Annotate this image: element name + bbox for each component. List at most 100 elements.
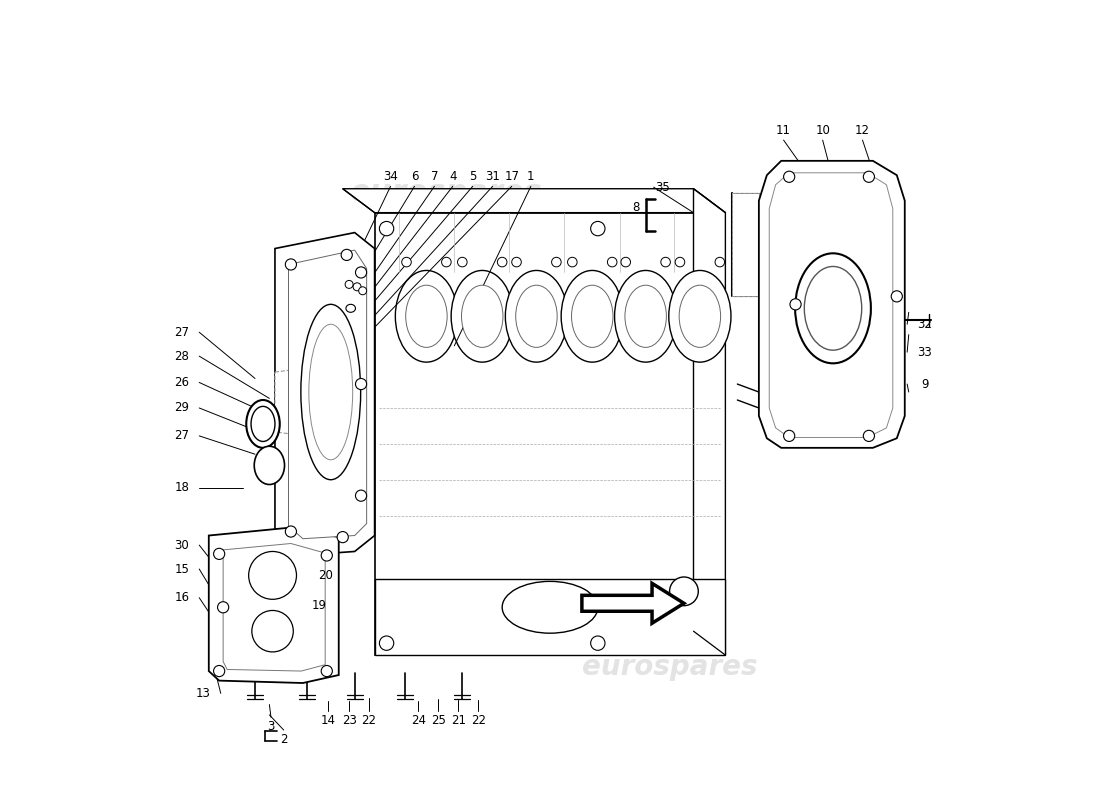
Text: 1: 1 [527,170,535,183]
Polygon shape [732,193,759,296]
Text: 18: 18 [174,481,189,494]
Polygon shape [375,579,725,655]
Circle shape [864,430,874,442]
Ellipse shape [615,270,676,362]
Circle shape [497,258,507,267]
Text: 32: 32 [917,318,932,330]
Polygon shape [582,583,684,623]
Circle shape [337,531,349,542]
Ellipse shape [572,286,613,347]
Circle shape [591,222,605,236]
Circle shape [285,526,297,537]
Circle shape [864,171,874,182]
Text: eurospares: eurospares [350,178,542,207]
Text: eurospares: eurospares [582,653,757,681]
Circle shape [402,258,411,267]
Circle shape [321,666,332,677]
Text: 25: 25 [431,714,446,727]
Circle shape [355,267,366,278]
Ellipse shape [345,304,355,312]
Ellipse shape [503,582,597,633]
Text: 24: 24 [411,714,426,727]
Text: 15: 15 [174,562,189,575]
Ellipse shape [462,286,503,347]
Circle shape [783,430,794,442]
Ellipse shape [309,324,353,460]
Circle shape [341,250,352,261]
Circle shape [675,258,684,267]
Polygon shape [223,543,326,671]
Ellipse shape [406,286,448,347]
Circle shape [458,258,468,267]
Text: 27: 27 [174,326,189,338]
Polygon shape [343,189,725,213]
Circle shape [355,378,366,390]
Text: 14: 14 [321,714,336,727]
Ellipse shape [669,270,732,362]
Polygon shape [693,189,725,655]
Circle shape [715,258,725,267]
Text: 5: 5 [469,170,476,183]
Circle shape [345,281,353,288]
Circle shape [790,298,801,310]
Ellipse shape [252,610,294,652]
Circle shape [891,290,902,302]
Text: 12: 12 [855,124,870,137]
Ellipse shape [804,266,861,350]
Ellipse shape [301,304,361,480]
Polygon shape [375,213,725,655]
Text: 35: 35 [654,181,670,194]
Ellipse shape [395,270,458,362]
Circle shape [379,222,394,236]
Circle shape [441,258,451,267]
Text: 4: 4 [449,170,456,183]
Text: 13: 13 [196,687,210,700]
Circle shape [353,283,361,290]
Text: 8: 8 [632,201,640,214]
Text: 20: 20 [318,569,332,582]
Text: 6: 6 [410,170,418,183]
Circle shape [285,259,297,270]
Polygon shape [769,173,893,438]
Circle shape [213,666,224,677]
Ellipse shape [795,254,871,363]
Circle shape [661,258,670,267]
Circle shape [379,636,394,650]
Text: 28: 28 [174,350,189,362]
Text: 21: 21 [451,714,465,727]
Text: 29: 29 [174,402,189,414]
Circle shape [551,258,561,267]
Circle shape [321,550,332,561]
Circle shape [783,171,794,182]
Text: 7: 7 [431,170,438,183]
Circle shape [218,602,229,613]
Text: 16: 16 [174,591,189,604]
Ellipse shape [505,270,568,362]
Text: 23: 23 [342,714,356,727]
Text: 26: 26 [174,376,189,389]
Ellipse shape [249,551,297,599]
Polygon shape [209,527,339,683]
Text: 3: 3 [267,720,275,734]
Text: 22: 22 [362,714,376,727]
Circle shape [359,286,366,294]
Ellipse shape [516,286,558,347]
Text: 17: 17 [504,170,519,183]
Text: 11: 11 [777,124,791,137]
Text: 9: 9 [921,378,928,390]
Polygon shape [288,250,366,538]
Text: 2: 2 [280,733,287,746]
Circle shape [621,258,630,267]
Text: 31: 31 [485,170,501,183]
Ellipse shape [561,270,624,362]
Text: 33: 33 [917,346,932,358]
Text: 27: 27 [174,430,189,442]
Circle shape [670,577,698,606]
Text: 30: 30 [174,538,189,551]
Text: 34: 34 [383,170,398,183]
Text: 22: 22 [471,714,486,727]
Ellipse shape [254,446,285,485]
Circle shape [355,490,366,502]
Polygon shape [275,364,354,440]
Circle shape [213,548,224,559]
